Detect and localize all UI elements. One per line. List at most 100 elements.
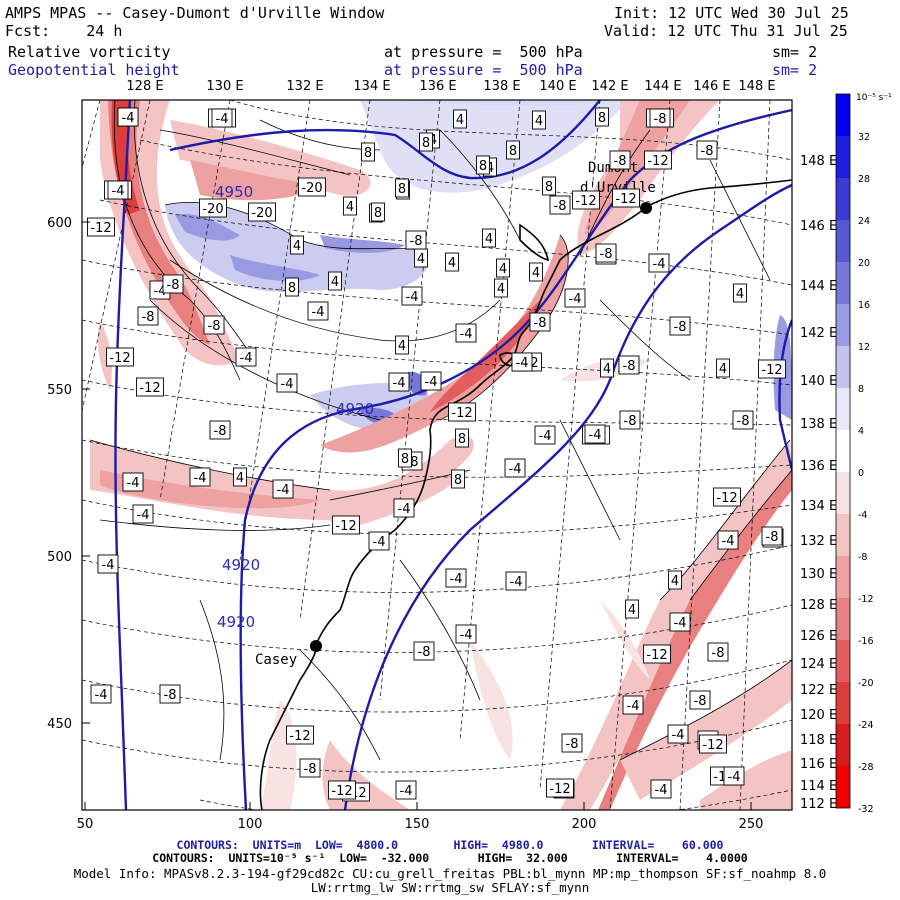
vorticity-value-box: 4 (328, 271, 342, 291)
vorticity-value: -8 (701, 144, 714, 159)
vorticity-value-box: -4 (511, 352, 533, 372)
vorticity-value: -8 (167, 278, 180, 293)
field1-level: at pressure = 500 hPa (384, 43, 583, 61)
vorticity-value-box: -4 (504, 458, 526, 478)
vorticity-value: 8 (401, 452, 409, 467)
vorticity-value-box: -4 (669, 612, 691, 632)
vorticity-value: -8 (410, 234, 423, 249)
vorticity-value-box: -4 (455, 624, 477, 644)
vorticity-value-box: 4 (733, 283, 747, 303)
vorticity-value: 8 (598, 111, 606, 126)
vorticity-value: -8 (304, 762, 317, 777)
vorticity-value: -4 (277, 483, 290, 498)
vorticity-value: -4 (406, 290, 419, 305)
vorticity-value: 8 (545, 180, 553, 195)
right-lon-label: 112 E (800, 797, 837, 812)
vorticity-value-box: -4 (189, 467, 211, 487)
colorbar-frame (835, 93, 851, 809)
vorticity-value: 4 (499, 262, 507, 277)
vorticity-value-box: 4 (716, 358, 730, 378)
forecast-hour: Fcst: 24 h (5, 22, 123, 40)
vorticity-value: -12 (109, 351, 130, 366)
vorticity-value-box: -12 (332, 515, 360, 535)
vorticity-value-box: -4 (420, 371, 442, 391)
right-lon-label: 140 E (800, 374, 837, 389)
colorbar-tick-label: 8 (858, 384, 864, 395)
vorticity-value-box: -4 (648, 253, 670, 273)
vorticity-value: -8 (164, 688, 177, 703)
vorticity-value: -4 (400, 784, 413, 799)
right-lon-label: 132 E (800, 534, 837, 549)
top-lon-label: 146 E (693, 79, 730, 94)
vorticity-value: 8 (458, 432, 466, 447)
top-lon-label: 130 E (206, 79, 243, 94)
colorbar-tick-label: 4 (858, 426, 864, 437)
colorbar-swatch (836, 682, 850, 724)
field1-smoothing: sm= 2 (772, 43, 818, 61)
vorticity-value-box: -8 (405, 230, 427, 250)
vorticity-value-box: 8 (419, 132, 433, 152)
vorticity-value-box: -4 (132, 504, 154, 524)
vorticity-value: -8 (694, 694, 707, 709)
right-lon-label: 126 E (800, 629, 837, 644)
vorticity-value-box: 8 (451, 469, 465, 489)
vorticity-value: -12 (646, 648, 667, 663)
vorticity-value: -4 (510, 575, 523, 590)
vorticity-value-box: -8 (159, 684, 181, 704)
vorticity-value: 4 (429, 133, 437, 148)
x-tick-label: 100 (238, 817, 263, 832)
y-tick-label: 450 (47, 717, 72, 732)
vorticity-value-box: 4 (343, 196, 357, 216)
height-label: 4920 (217, 613, 255, 631)
vorticity-value: -4 (281, 377, 294, 392)
colorbar-swatch (836, 556, 850, 598)
colorbar-tick-label: 12 (858, 342, 870, 353)
right-lon-label: 136 E (800, 459, 837, 474)
vorticity-value-box: 8 (398, 448, 412, 468)
plot-frame (81, 99, 793, 811)
vorticity-value-box: 4 (600, 358, 614, 378)
right-lon-label: 130 E (800, 567, 837, 582)
vorticity-value: 8 (374, 206, 382, 221)
vorticity-value-box: 4 (625, 599, 639, 619)
vorticity-value-box: -8 (732, 410, 754, 430)
top-lon-label: 148 E (738, 79, 775, 94)
colorbar-tick-label: 28 (858, 174, 870, 185)
vorticity-value-box: 4 (233, 467, 247, 487)
vorticity-value: 4 (485, 232, 493, 247)
vorticity-value: 4 (736, 287, 744, 302)
vorticity-value: -4 (728, 770, 741, 785)
vorticity-value-box: -8 (529, 312, 551, 332)
vorticity-value-box: -4 (117, 107, 139, 127)
colorbar: 10⁻⁵ s⁻¹ 32 28 24 20 16 12 8 4 0 -4 -8 -12 -16 -20 -24 -… (835, 93, 892, 815)
vorticity-value: -4 (627, 699, 640, 714)
colorbar-tick-label: 24 (858, 216, 870, 227)
colorbar-swatch (836, 514, 850, 556)
vorticity-value: -4 (122, 111, 135, 126)
vorticity-value-box: -8 (413, 641, 435, 661)
vorticity-value-box: -4 (455, 323, 477, 343)
vorticity-value-box: 8 (476, 155, 490, 175)
colorbar-tick-label: -12 (858, 594, 874, 605)
colorbar-tick-label: -20 (858, 678, 874, 689)
vorticity-value-box: -4 (393, 498, 415, 518)
colorbar-tick-label: -24 (858, 720, 874, 731)
colorbar-swatch (836, 766, 850, 808)
field2-name: Geopotential height (8, 61, 180, 79)
right-lon-label: 120 E (800, 708, 837, 723)
vorticity-value-box: -8 (549, 195, 571, 215)
vorticity-value-box: -8 (707, 642, 729, 662)
top-lon-label: 142 E (591, 79, 628, 94)
vorticity-value-box: -4 (505, 571, 527, 591)
vorticity-value: -8 (208, 319, 221, 334)
vorticity-labels: -4-12-12-12-12-20-20-20-12-8-4-8-8-8-12-… (87, 107, 786, 802)
field2-smoothing: sm= 2 (772, 61, 818, 79)
vorticity-value-box: -12 (106, 347, 134, 367)
vorticity-value-box: -20 (298, 177, 326, 197)
init-time: Init: 12 UTC Wed 30 Jul 25 (614, 4, 849, 22)
vorticity-value-box: -4 (445, 568, 467, 588)
y-tick-label: 500 (47, 550, 72, 565)
vorticity-value: -4 (216, 112, 229, 127)
vorticity-value: -4 (393, 376, 406, 391)
